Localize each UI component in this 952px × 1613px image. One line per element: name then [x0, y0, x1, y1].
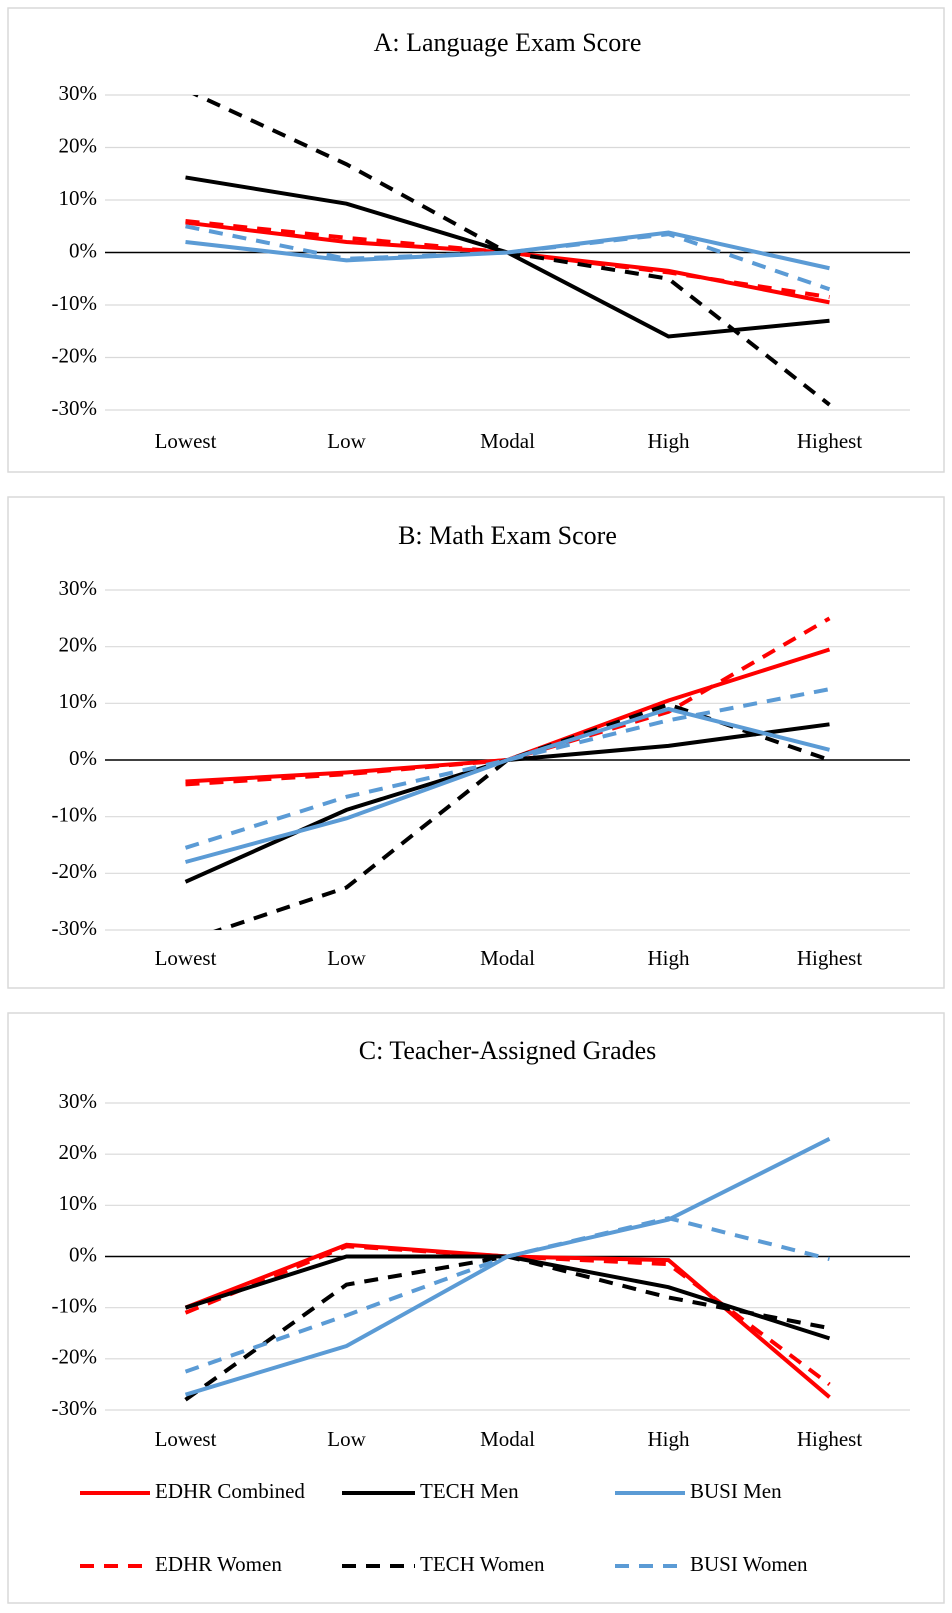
- x-tick-label: Low: [327, 1427, 366, 1451]
- panel-border: [7, 1012, 945, 1604]
- legend-label: EDHR Women: [155, 1552, 282, 1576]
- x-tick-label: High: [648, 946, 691, 970]
- y-tick-label: -10%: [52, 291, 98, 315]
- y-tick-label: 10%: [59, 186, 98, 210]
- series-line: [185, 224, 831, 292]
- y-tick-label: -20%: [52, 343, 98, 367]
- series-line: [184, 1216, 830, 1374]
- y-tick-label: -10%: [52, 802, 98, 826]
- series-line: [185, 230, 830, 271]
- x-tick-label: Highest: [797, 1427, 862, 1451]
- panel-border: [7, 496, 945, 989]
- series-line: [184, 687, 830, 850]
- lines: [185, 95, 831, 407]
- chart-title: A: Language Exam Score: [374, 28, 642, 57]
- x-tick-label: Lowest: [155, 1427, 217, 1451]
- series-line: [184, 706, 830, 864]
- y-tick-label: 30%: [59, 576, 98, 600]
- y-tick-label: 10%: [59, 689, 98, 713]
- y-tick-label: 10%: [59, 1191, 98, 1215]
- y-tick-label: 0%: [69, 1242, 97, 1266]
- y-tick-label: 0%: [69, 238, 97, 262]
- series-line: [184, 1242, 831, 1399]
- y-tick-label: -30%: [52, 916, 98, 940]
- x-tick-label: Highest: [797, 946, 862, 970]
- x-tick-label: Highest: [797, 429, 862, 453]
- y-tick-label: 0%: [69, 746, 97, 770]
- x-tick-label: High: [648, 1427, 691, 1451]
- chart-title: B: Math Exam Score: [398, 521, 617, 550]
- x-tick-label: Low: [327, 946, 366, 970]
- series-line: [213, 702, 831, 930]
- series-line: [185, 220, 830, 305]
- lines: [184, 1137, 831, 1402]
- x-tick-label: Modal: [480, 429, 535, 453]
- legend-label: BUSI Women: [690, 1552, 808, 1576]
- y-tick-label: -10%: [52, 1293, 98, 1317]
- y-tick-label: 30%: [59, 1089, 98, 1113]
- y-tick-label: 20%: [59, 1140, 98, 1164]
- legend-label: TECH Women: [420, 1552, 545, 1576]
- x-tick-label: Modal: [480, 1427, 535, 1451]
- chart-title: C: Teacher-Assigned Grades: [359, 1036, 657, 1065]
- y-tick-label: -30%: [52, 396, 98, 420]
- legend-label: BUSI Men: [690, 1479, 782, 1503]
- x-tick-label: Lowest: [155, 429, 217, 453]
- x-tick-label: Modal: [480, 946, 535, 970]
- y-tick-label: 20%: [59, 632, 98, 656]
- y-tick-label: -30%: [52, 1396, 98, 1420]
- legend-label: EDHR Combined: [155, 1479, 305, 1503]
- y-tick-label: 30%: [59, 81, 98, 105]
- x-tick-label: High: [648, 429, 691, 453]
- x-tick-label: Low: [327, 429, 366, 453]
- y-tick-label: -20%: [52, 859, 98, 883]
- y-tick-label: 20%: [59, 133, 98, 157]
- x-tick-label: Lowest: [155, 946, 217, 970]
- panel-border: [7, 7, 945, 473]
- legend-label: TECH Men: [420, 1479, 519, 1503]
- series-line: [184, 1137, 831, 1397]
- series-line: [185, 219, 830, 300]
- lines: [184, 616, 831, 930]
- series-line: [184, 722, 830, 884]
- y-tick-label: -20%: [52, 1345, 98, 1369]
